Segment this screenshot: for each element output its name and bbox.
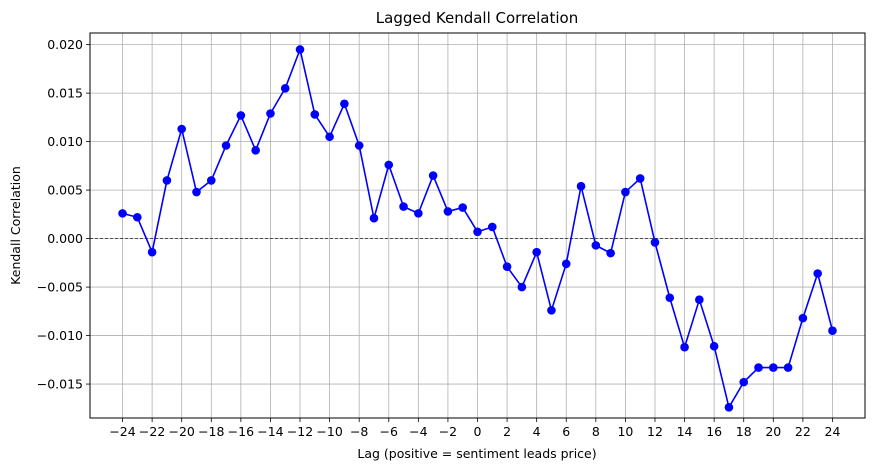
grid [90, 33, 865, 418]
data-point [724, 403, 734, 412]
x-tick-label: 20 [765, 424, 781, 439]
y-tick-label: −0.005 [37, 280, 83, 295]
x-tick-label: −6 [380, 424, 398, 439]
data-point [369, 213, 379, 223]
x-axis-label: Lag (positive = sentiment leads price) [357, 446, 596, 461]
x-tick-label: 2 [503, 424, 511, 439]
x-tick-label: −10 [316, 424, 342, 439]
x-tick-label: −2 [439, 424, 457, 439]
data-point [695, 295, 704, 304]
data-point [133, 212, 142, 222]
data-point [547, 306, 556, 315]
data-point [680, 342, 689, 352]
data-point [783, 363, 793, 372]
data-point [118, 209, 127, 218]
x-tick-label: −14 [257, 424, 283, 439]
x-tick-label: 12 [647, 424, 663, 439]
data-point [340, 99, 349, 109]
y-tick-label: 0.000 [47, 231, 83, 246]
x-tick-label: −16 [228, 424, 254, 439]
y-tick-label: 0.010 [47, 134, 83, 149]
data-point [798, 313, 808, 323]
data-point [236, 111, 246, 120]
data-point [606, 248, 615, 258]
data-point [206, 176, 216, 185]
y-tick-label: 0.020 [47, 37, 83, 52]
x-tick-label: 10 [617, 424, 633, 439]
x-tick-label: 16 [706, 424, 722, 439]
data-point [739, 377, 749, 387]
data-point [709, 341, 719, 351]
data-point [473, 227, 482, 237]
data-point [428, 171, 438, 180]
data-point [414, 209, 423, 218]
y-tick-label: 0.005 [47, 183, 83, 198]
data-point [295, 45, 305, 54]
data-point [635, 174, 645, 183]
data-point [251, 146, 260, 155]
data-point [517, 282, 527, 292]
y-axis-label: Kendall Correlation [8, 166, 23, 285]
x-tick-label: 18 [736, 424, 752, 439]
data-point [487, 222, 497, 232]
x-tick-label: 8 [592, 424, 600, 439]
data-point [650, 238, 660, 247]
data-point [813, 269, 822, 278]
x-tick-label: 14 [677, 424, 693, 439]
data-point [828, 326, 837, 336]
data-points [118, 45, 837, 412]
x-tick-label: 6 [562, 424, 570, 439]
data-point [280, 83, 290, 93]
x-tick-label: −4 [409, 424, 427, 439]
chart-title: Lagged Kendall Correlation [376, 9, 578, 27]
x-tick-label: −22 [139, 424, 165, 439]
data-point [177, 124, 186, 134]
data-point [147, 247, 157, 257]
data-point [443, 207, 453, 216]
x-tick-label: 22 [795, 424, 811, 439]
data-point [532, 247, 541, 257]
data-point [221, 141, 231, 150]
data-point [325, 132, 334, 142]
data-point [621, 187, 630, 197]
y-axis-ticks: −0.015 −0.010 −0.005 0.000 0.005 0.010 0.015 0.… [37, 37, 90, 392]
data-point [458, 203, 468, 212]
data-point [665, 293, 675, 303]
data-point [561, 259, 571, 269]
x-tick-label: 24 [825, 424, 841, 439]
x-tick-label: 0 [474, 424, 482, 439]
x-tick-label: −12 [287, 424, 313, 439]
x-tick-label: 4 [533, 424, 541, 439]
data-point [754, 363, 763, 372]
data-point [354, 141, 364, 150]
x-tick-label: −18 [198, 424, 224, 439]
x-tick-label: −24 [109, 424, 135, 439]
x-tick-label: −20 [169, 424, 195, 439]
data-point [310, 110, 320, 119]
data-point [266, 109, 275, 118]
data-point [192, 187, 201, 197]
data-point [502, 262, 512, 272]
data-point [399, 202, 408, 211]
y-tick-label: −0.015 [37, 377, 83, 392]
y-tick-label: 0.015 [47, 86, 83, 101]
data-point [384, 160, 394, 170]
data-point [162, 176, 172, 185]
data-point [576, 181, 586, 191]
data-point [591, 241, 601, 250]
x-tick-label: −8 [350, 424, 368, 439]
x-axis-ticks: −24 −22 −20 −18 −16 −14 −12 −10 −8 −6 −4 −2 0 2 4 6 8 10 1… [109, 418, 840, 439]
data-point [769, 363, 778, 372]
y-tick-label: −0.010 [37, 328, 83, 343]
